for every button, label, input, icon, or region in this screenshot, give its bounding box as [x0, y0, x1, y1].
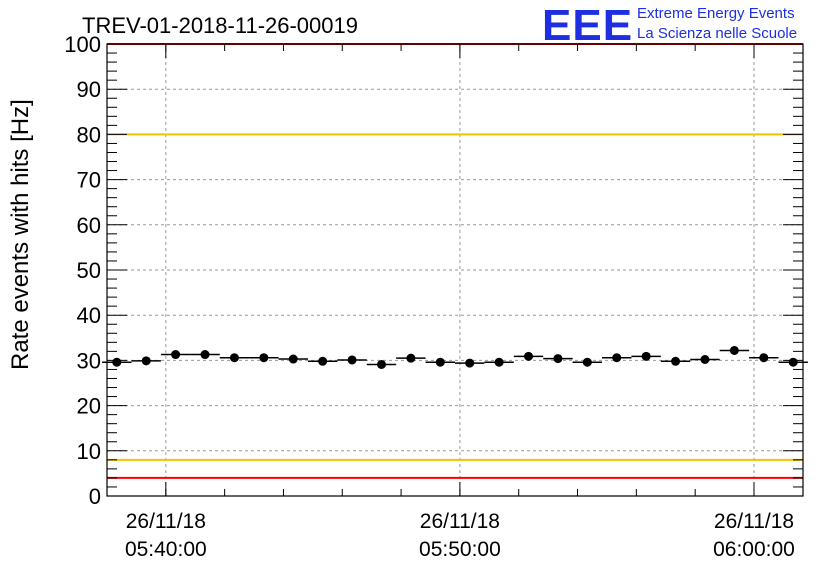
- eee-logo-text: EEE: [542, 1, 633, 50]
- data-point: [318, 356, 328, 366]
- data-point: [729, 345, 739, 355]
- y-tick-label: 10: [77, 439, 101, 464]
- eee-logo: EEE Extreme Energy Events La Scienza nel…: [542, 1, 797, 50]
- data-point: [788, 357, 798, 367]
- x-tick-date: 26/11/18: [126, 510, 206, 533]
- y-tick-label: 100: [64, 32, 101, 57]
- y-tick-label: 60: [77, 213, 101, 238]
- y-tick-labels: 0 10 20 30 40 50 60 70 80 90 100: [64, 32, 101, 509]
- y-tick-label: 0: [89, 484, 101, 509]
- data-point: [171, 350, 181, 360]
- x-tick-date: 26/11/18: [714, 510, 794, 533]
- y-tick-label: 50: [77, 258, 101, 283]
- data-point: [553, 354, 563, 364]
- eee-logo-line2: La Scienza nelle Scuole: [637, 25, 797, 42]
- data-point: [406, 353, 416, 363]
- y-tick-label: 70: [77, 168, 101, 193]
- data-point: [641, 351, 651, 361]
- data-point: [465, 358, 475, 368]
- data-point: [347, 355, 357, 365]
- data-point: [700, 354, 710, 364]
- data-point: [582, 357, 592, 367]
- x-tick-date: 26/11/18: [420, 510, 500, 533]
- data-point: [671, 356, 681, 366]
- data-point: [435, 357, 445, 367]
- x-tick-time: 06:00:00: [713, 538, 795, 561]
- reference-lines: [107, 43, 803, 479]
- y-tick-label: 90: [77, 77, 101, 102]
- data-point: [141, 356, 151, 366]
- x-tick-time: 05:40:00: [125, 538, 207, 561]
- data-points: [102, 345, 808, 369]
- data-point: [494, 357, 504, 367]
- chart-title: TREV-01-2018-11-26-00019: [82, 13, 358, 38]
- data-point: [112, 357, 122, 367]
- axes: [106, 43, 804, 497]
- data-point: [376, 359, 386, 369]
- data-point: [259, 353, 269, 363]
- y-axis-label: Rate events with hits [Hz]: [7, 99, 34, 370]
- y-tick-label: 20: [77, 394, 101, 419]
- data-point: [229, 353, 239, 363]
- y-tick-label: 40: [77, 303, 101, 328]
- data-point: [288, 354, 298, 364]
- y-tick-label: 80: [77, 122, 101, 147]
- x-tick-time: 05:50:00: [419, 538, 501, 561]
- data-point: [612, 353, 622, 363]
- y-tick-label: 30: [77, 348, 101, 373]
- x-tick-labels: 26/11/18 05:40:00 26/11/18 05:50:00 26/11/18…: [125, 510, 795, 561]
- eee-logo-line1: Extreme Energy Events: [637, 5, 795, 22]
- data-point: [200, 350, 210, 360]
- grid-lines: [107, 44, 803, 496]
- data-point: [524, 351, 534, 361]
- plot-frame: [106, 43, 804, 497]
- data-point: [759, 353, 769, 363]
